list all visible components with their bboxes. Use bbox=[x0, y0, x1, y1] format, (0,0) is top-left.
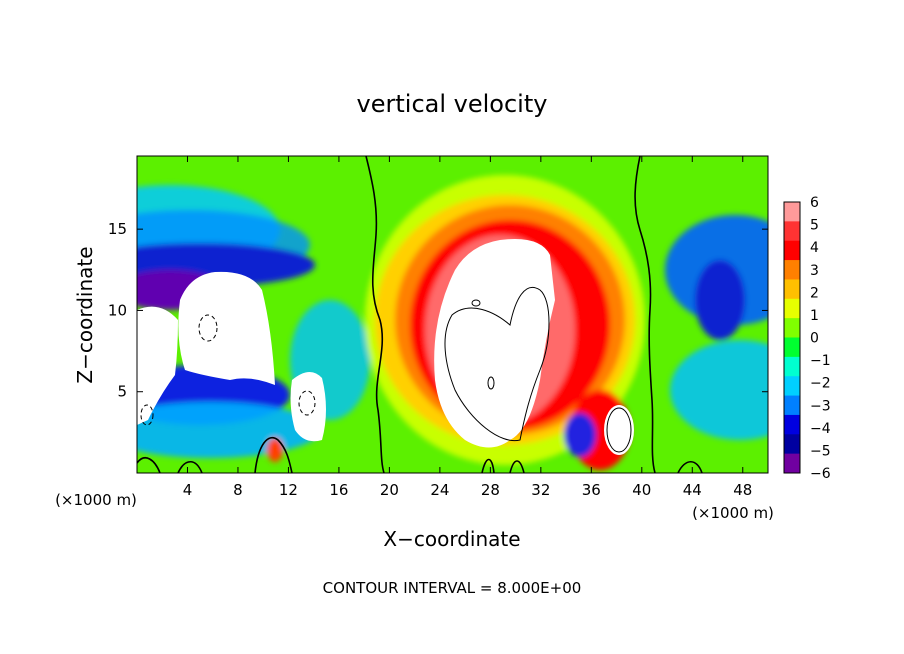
heatmap-field bbox=[670, 340, 768, 440]
chart-title: vertical velocity bbox=[357, 90, 548, 118]
updraft-cell-white bbox=[604, 405, 634, 455]
heatmap-field bbox=[564, 413, 596, 457]
colorbar-swatch bbox=[784, 356, 800, 377]
heatmap-field bbox=[137, 402, 320, 458]
colorbar-frame bbox=[783, 201, 801, 474]
x-tick-label: 36 bbox=[582, 481, 601, 499]
x-tick-label: 32 bbox=[531, 481, 550, 499]
colorbar-label: −1 bbox=[810, 353, 831, 369]
contour-line bbox=[177, 460, 203, 473]
colorbar-swatch bbox=[784, 298, 800, 319]
colorbar-label: −4 bbox=[810, 421, 831, 437]
colorbar-swatch bbox=[784, 376, 800, 397]
colorbar-label: 4 bbox=[810, 240, 819, 256]
colorbar: 6 5 4 3 2 1 0 −1 −2 −3 −4 −5 −6 bbox=[783, 195, 831, 482]
x-unit-label-left: (×1000 m) bbox=[55, 491, 137, 509]
colorbar-label: 1 bbox=[810, 308, 819, 324]
heatmap-field bbox=[267, 438, 283, 462]
contour-line-negative bbox=[140, 404, 154, 426]
colorbar-swatch bbox=[784, 337, 800, 358]
contour-line bbox=[254, 437, 293, 473]
contour-line-negative bbox=[298, 390, 316, 416]
colorbar-swatch bbox=[784, 240, 800, 261]
contour-line bbox=[677, 460, 703, 473]
x-tick-label: 48 bbox=[733, 481, 752, 499]
colorbar-label: −3 bbox=[810, 398, 831, 414]
y-axis-label: Z−coordinate bbox=[73, 246, 97, 383]
x-unit-label-right: (×1000 m) bbox=[692, 504, 774, 522]
plot-frame bbox=[136, 155, 769, 474]
colorbar-label: 5 bbox=[810, 218, 819, 234]
downdraft-core-white bbox=[137, 306, 178, 425]
contour-line bbox=[481, 458, 495, 473]
colorbar-swatch bbox=[784, 221, 800, 242]
contour-line bbox=[509, 460, 525, 473]
colorbar-swatch bbox=[784, 202, 800, 222]
colorbar-swatch bbox=[784, 395, 800, 416]
contour-line bbox=[365, 156, 385, 473]
colorbar-label: −2 bbox=[810, 376, 831, 392]
contour-line bbox=[471, 299, 481, 307]
downdraft-core-white bbox=[290, 371, 326, 442]
x-tick-label: 8 bbox=[233, 481, 243, 499]
contour-line bbox=[606, 407, 632, 453]
heatmap-field bbox=[695, 260, 745, 340]
contour-line bbox=[444, 287, 550, 442]
x-tick-label: 24 bbox=[430, 481, 449, 499]
x-axis: 4 8 12 16 20 24 28 32 36 40 44 48 bbox=[183, 156, 752, 499]
contour-line bbox=[137, 457, 161, 473]
colorbar-label: 2 bbox=[810, 285, 819, 301]
x-tick-label: 12 bbox=[279, 481, 298, 499]
colorbar-swatch bbox=[784, 414, 800, 435]
x-tick-label: 20 bbox=[380, 481, 399, 499]
colorbar-label: 6 bbox=[810, 195, 819, 211]
contour-line-negative bbox=[198, 314, 218, 342]
contour-line bbox=[487, 376, 495, 390]
contour-interval-note: CONTOUR INTERVAL = 8.000E+00 bbox=[323, 579, 582, 597]
y-tick-label: 10 bbox=[108, 301, 127, 319]
colorbar-swatch bbox=[784, 279, 800, 300]
colorbar-label: −5 bbox=[810, 443, 831, 459]
x-tick-label: 28 bbox=[481, 481, 500, 499]
colorbar-label: 3 bbox=[810, 263, 819, 279]
x-tick-label: 40 bbox=[632, 481, 651, 499]
heatmap-plot bbox=[137, 156, 768, 473]
y-tick-label: 15 bbox=[108, 220, 127, 238]
x-tick-label: 4 bbox=[183, 481, 193, 499]
colorbar-swatch bbox=[784, 318, 800, 338]
x-tick-label: 44 bbox=[683, 481, 702, 499]
y-tick-label: 5 bbox=[117, 383, 127, 401]
colorbar-label: −6 bbox=[810, 466, 831, 482]
y-axis: 5 10 15 bbox=[108, 220, 768, 401]
downdraft-core-white bbox=[178, 271, 275, 385]
colorbar-swatch bbox=[784, 453, 800, 474]
colorbar-swatch bbox=[784, 434, 800, 455]
colorbar-swatch bbox=[784, 260, 800, 280]
colorbar-label: 0 bbox=[810, 331, 819, 347]
x-tick-label: 16 bbox=[329, 481, 348, 499]
x-axis-label: X−coordinate bbox=[383, 527, 520, 551]
updraft-core-white bbox=[434, 239, 555, 448]
contour-line bbox=[634, 156, 656, 473]
